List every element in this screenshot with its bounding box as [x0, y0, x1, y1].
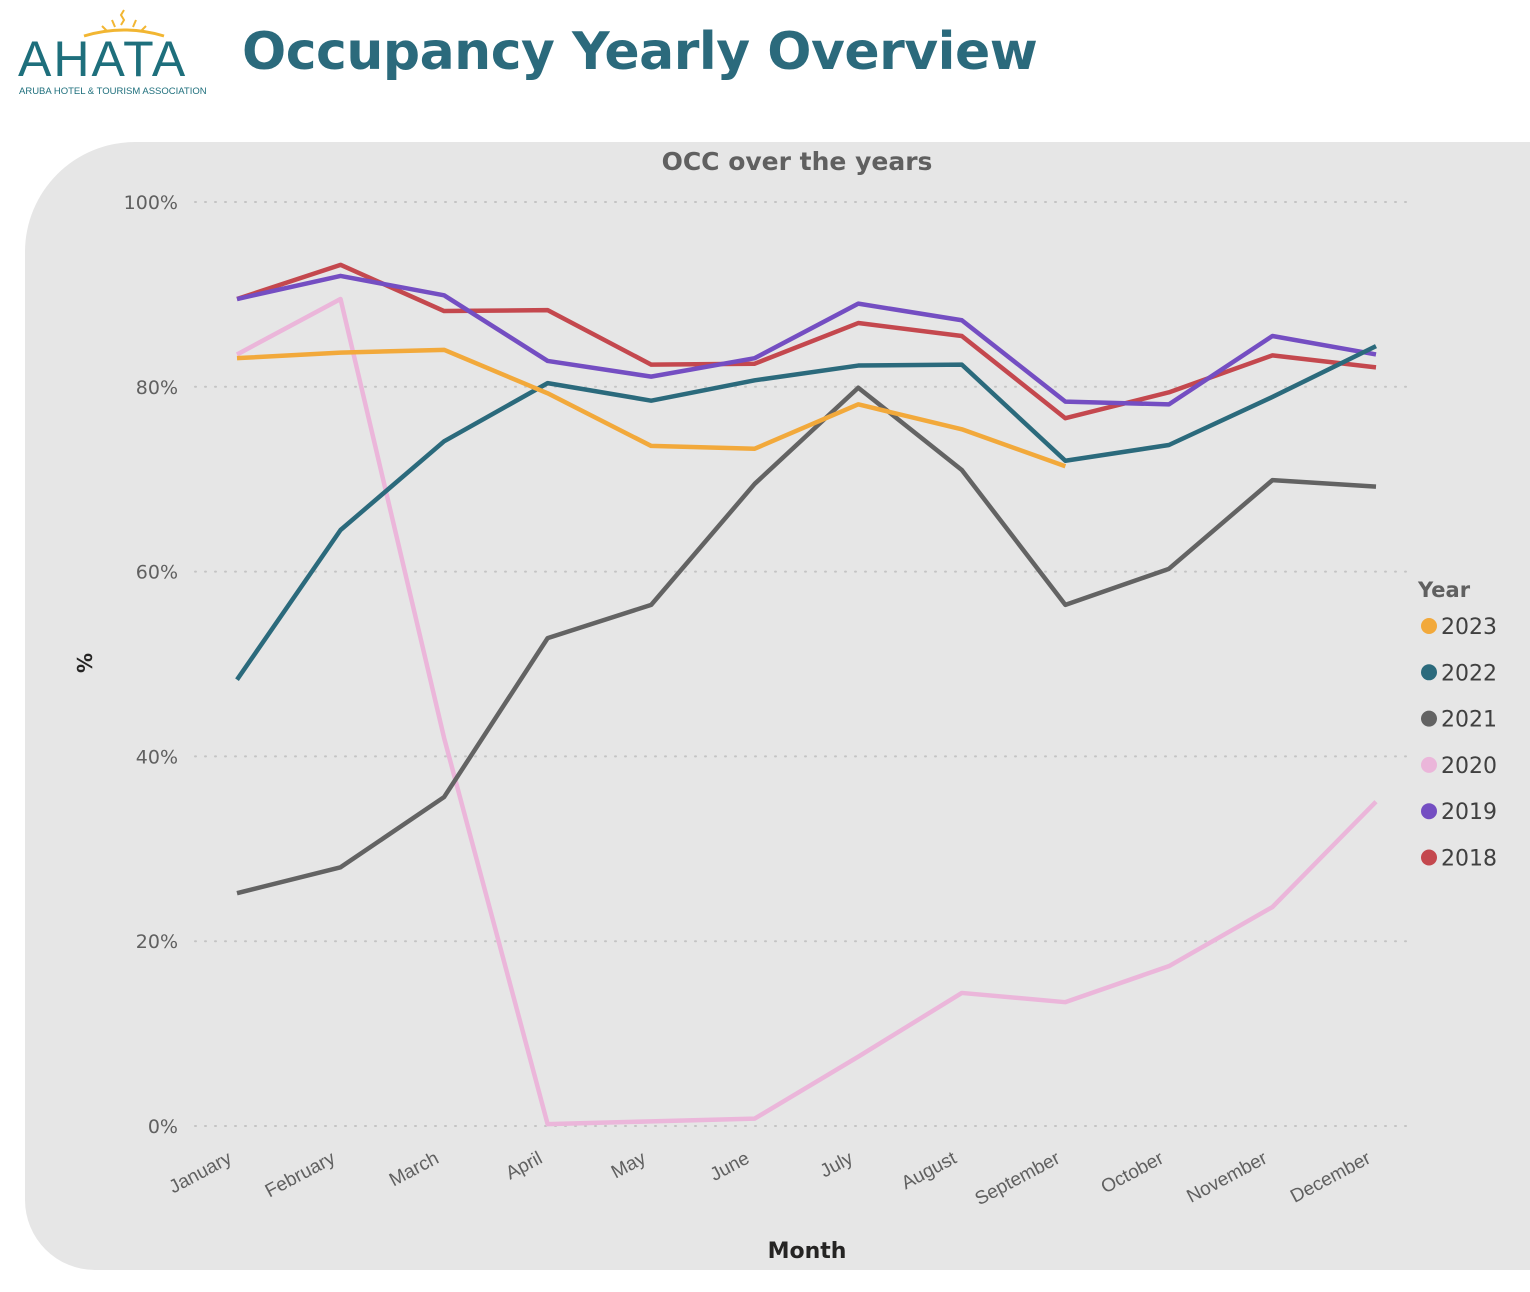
legend-marker-2020: [1421, 756, 1437, 773]
series-line-2020[interactable]: [235, 296, 1378, 1127]
y-tick-label: 60%: [136, 562, 178, 584]
x-tick-label: October: [1098, 1148, 1168, 1199]
legend-marker-2018: [1421, 849, 1437, 866]
x-tick-label: December: [1287, 1148, 1375, 1208]
series-line-2018[interactable]: [236, 262, 1377, 421]
x-tick-label: November: [1184, 1148, 1272, 1208]
page-title: Occupancy Yearly Overview: [242, 22, 1038, 82]
series-line-2023[interactable]: [236, 347, 1067, 469]
y-axis-label: %: [73, 653, 97, 673]
x-tick-label: January: [166, 1148, 236, 1199]
legend-label-2018[interactable]: 2018: [1441, 847, 1497, 872]
chart-title: OCC over the years: [662, 147, 933, 176]
x-tick-label: September: [972, 1148, 1065, 1210]
y-tick-label: 40%: [136, 746, 178, 768]
x-axis-label: Month: [768, 1239, 847, 1264]
sun-icon: [83, 9, 165, 38]
x-tick-label: March: [386, 1148, 442, 1191]
x-tick-label: February: [262, 1148, 339, 1202]
legend-label-2023[interactable]: 2023: [1441, 615, 1497, 640]
legend-title: Year: [1417, 578, 1471, 602]
x-tick-label: May: [608, 1148, 650, 1184]
y-tick-label: 100%: [124, 192, 178, 214]
series-line-2019[interactable]: [236, 273, 1377, 407]
legend-label-2020[interactable]: 2020: [1441, 754, 1497, 779]
y-tick-label: 80%: [136, 377, 178, 399]
legend-label-2019[interactable]: 2019: [1441, 800, 1497, 825]
x-tick-label: July: [817, 1148, 857, 1183]
y-tick-label: 0%: [148, 1116, 178, 1138]
chart-card: [25, 142, 1530, 1270]
legend-label-2022[interactable]: 2022: [1441, 661, 1497, 686]
y-tick-label: 20%: [136, 931, 178, 953]
legend-marker-2019: [1421, 803, 1437, 820]
x-tick-label: April: [503, 1148, 546, 1184]
logo-text: AHATA: [18, 31, 188, 87]
legend-marker-2021: [1421, 710, 1437, 727]
ahata-logo: AHATA ARUBA HOTEL & TOURISM ASSOCIATION: [14, 6, 229, 98]
legend-label-2021[interactable]: 2021: [1441, 708, 1497, 733]
x-tick-label: August: [898, 1148, 961, 1195]
legend-marker-2023: [1421, 618, 1437, 634]
series-line-2022[interactable]: [235, 344, 1377, 681]
series-line-2021[interactable]: [236, 385, 1377, 896]
x-tick-label: June: [707, 1148, 753, 1186]
legend-marker-2022: [1421, 664, 1437, 681]
logo-subtext: ARUBA HOTEL & TOURISM ASSOCIATION: [19, 86, 207, 97]
